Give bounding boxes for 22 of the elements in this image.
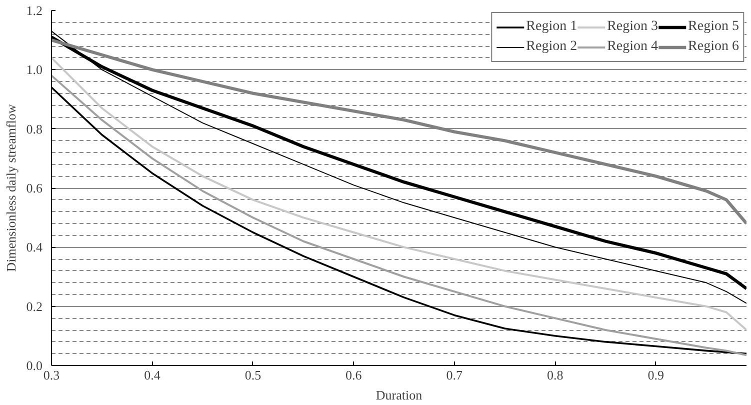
x-tick-label: 0.7	[446, 368, 464, 382]
y-tick-label: 1.0	[26, 62, 42, 78]
x-axis-title: Duration	[376, 388, 423, 402]
legend-label: Region 1	[526, 19, 578, 35]
x-tick-label: 0.5	[244, 368, 262, 382]
legend-label: Region 5	[688, 19, 739, 35]
legend-label: Region 2	[526, 39, 578, 55]
x-tick-label: 0.8	[547, 368, 564, 382]
x-tick-label: 0.4	[144, 368, 161, 382]
y-tick-label: 0.0	[26, 358, 42, 373]
y-tick-label: 0.6	[26, 180, 43, 196]
legend-label: Region 6	[688, 39, 739, 55]
y-tick-label: 1.2	[26, 3, 42, 18]
y-tick-label: 0.8	[26, 121, 42, 136]
x-tick-label: 0.9	[648, 368, 664, 382]
y-tick-label: 0.2	[26, 298, 42, 314]
x-tick-label: 0.3	[43, 368, 60, 382]
y-axis-title: Dimensionless daily streamflow	[3, 104, 18, 272]
x-tick-label: 0.6	[346, 368, 362, 382]
legend-label: Region 4	[607, 39, 658, 55]
legend-label: Region 3	[607, 19, 658, 35]
y-tick-label: 0.4	[26, 240, 43, 255]
